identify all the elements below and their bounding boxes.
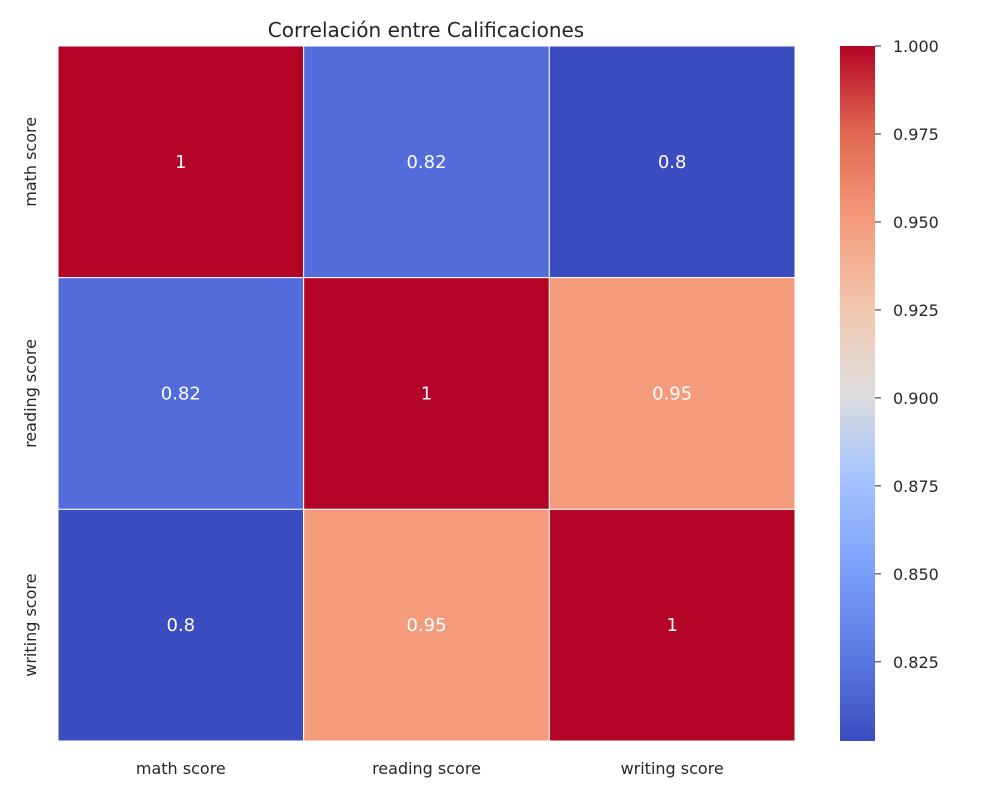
colorbar-tick-label: 0.850 — [893, 565, 939, 584]
y-tick-labels: math score reading score writing score — [21, 117, 40, 677]
colorbar-tick-label: 1.000 — [893, 37, 939, 56]
y-tick-label: reading score — [21, 339, 40, 448]
cell-value-label: 1 — [421, 384, 432, 405]
x-tick-labels: math score reading score writing score — [136, 759, 724, 778]
cell-value-label: 0.82 — [406, 152, 446, 173]
colorbar-ticks: 0.825 0.850 0.875 0.900 0.925 0.950 0.975 1.000 — [875, 37, 939, 672]
heatmap-cell — [57, 277, 305, 510]
cell-value-label: 0.82 — [161, 384, 201, 405]
cell-value-label: 0.95 — [652, 384, 692, 405]
colorbar-tick-label: 0.925 — [893, 301, 939, 320]
colorbar-tick-label: 0.950 — [893, 213, 939, 232]
chart-title: Correlación entre Calificaciones — [268, 18, 584, 42]
heatmap-cell — [548, 45, 796, 279]
cell-value-label: 0.8 — [658, 152, 687, 173]
heatmap-cell — [303, 508, 550, 742]
cell-value-label: 0.95 — [406, 615, 446, 636]
y-tick-label: math score — [21, 117, 40, 207]
heatmap-cell — [303, 277, 550, 510]
heatmap-cell — [303, 45, 550, 279]
heatmap-cells — [57, 45, 796, 742]
x-tick-label: writing score — [621, 759, 724, 778]
colorbar-gradient — [840, 46, 875, 741]
cell-value-label: 1 — [666, 615, 677, 636]
heatmap-cell — [57, 45, 305, 279]
x-tick-label: reading score — [372, 759, 481, 778]
heatmap-cell-labels: 1 0.82 0.8 0.82 1 0.95 0.8 0.95 1 — [161, 152, 692, 636]
colorbar-tick-label: 0.825 — [893, 653, 939, 672]
y-tick-label: writing score — [21, 574, 40, 677]
x-tick-label: math score — [136, 759, 226, 778]
cell-value-label: 0.8 — [167, 615, 196, 636]
cell-value-label: 1 — [175, 152, 186, 173]
heatmap-cell — [57, 508, 305, 742]
colorbar: 0.825 0.850 0.875 0.900 0.925 0.950 0.975 1.000 — [840, 37, 939, 741]
colorbar-tick-label: 0.900 — [893, 389, 939, 408]
colorbar-tick-label: 0.975 — [893, 125, 939, 144]
colorbar-tick-label: 0.875 — [893, 477, 939, 496]
heatmap-cell — [548, 508, 796, 742]
heatmap-cell — [548, 277, 796, 510]
